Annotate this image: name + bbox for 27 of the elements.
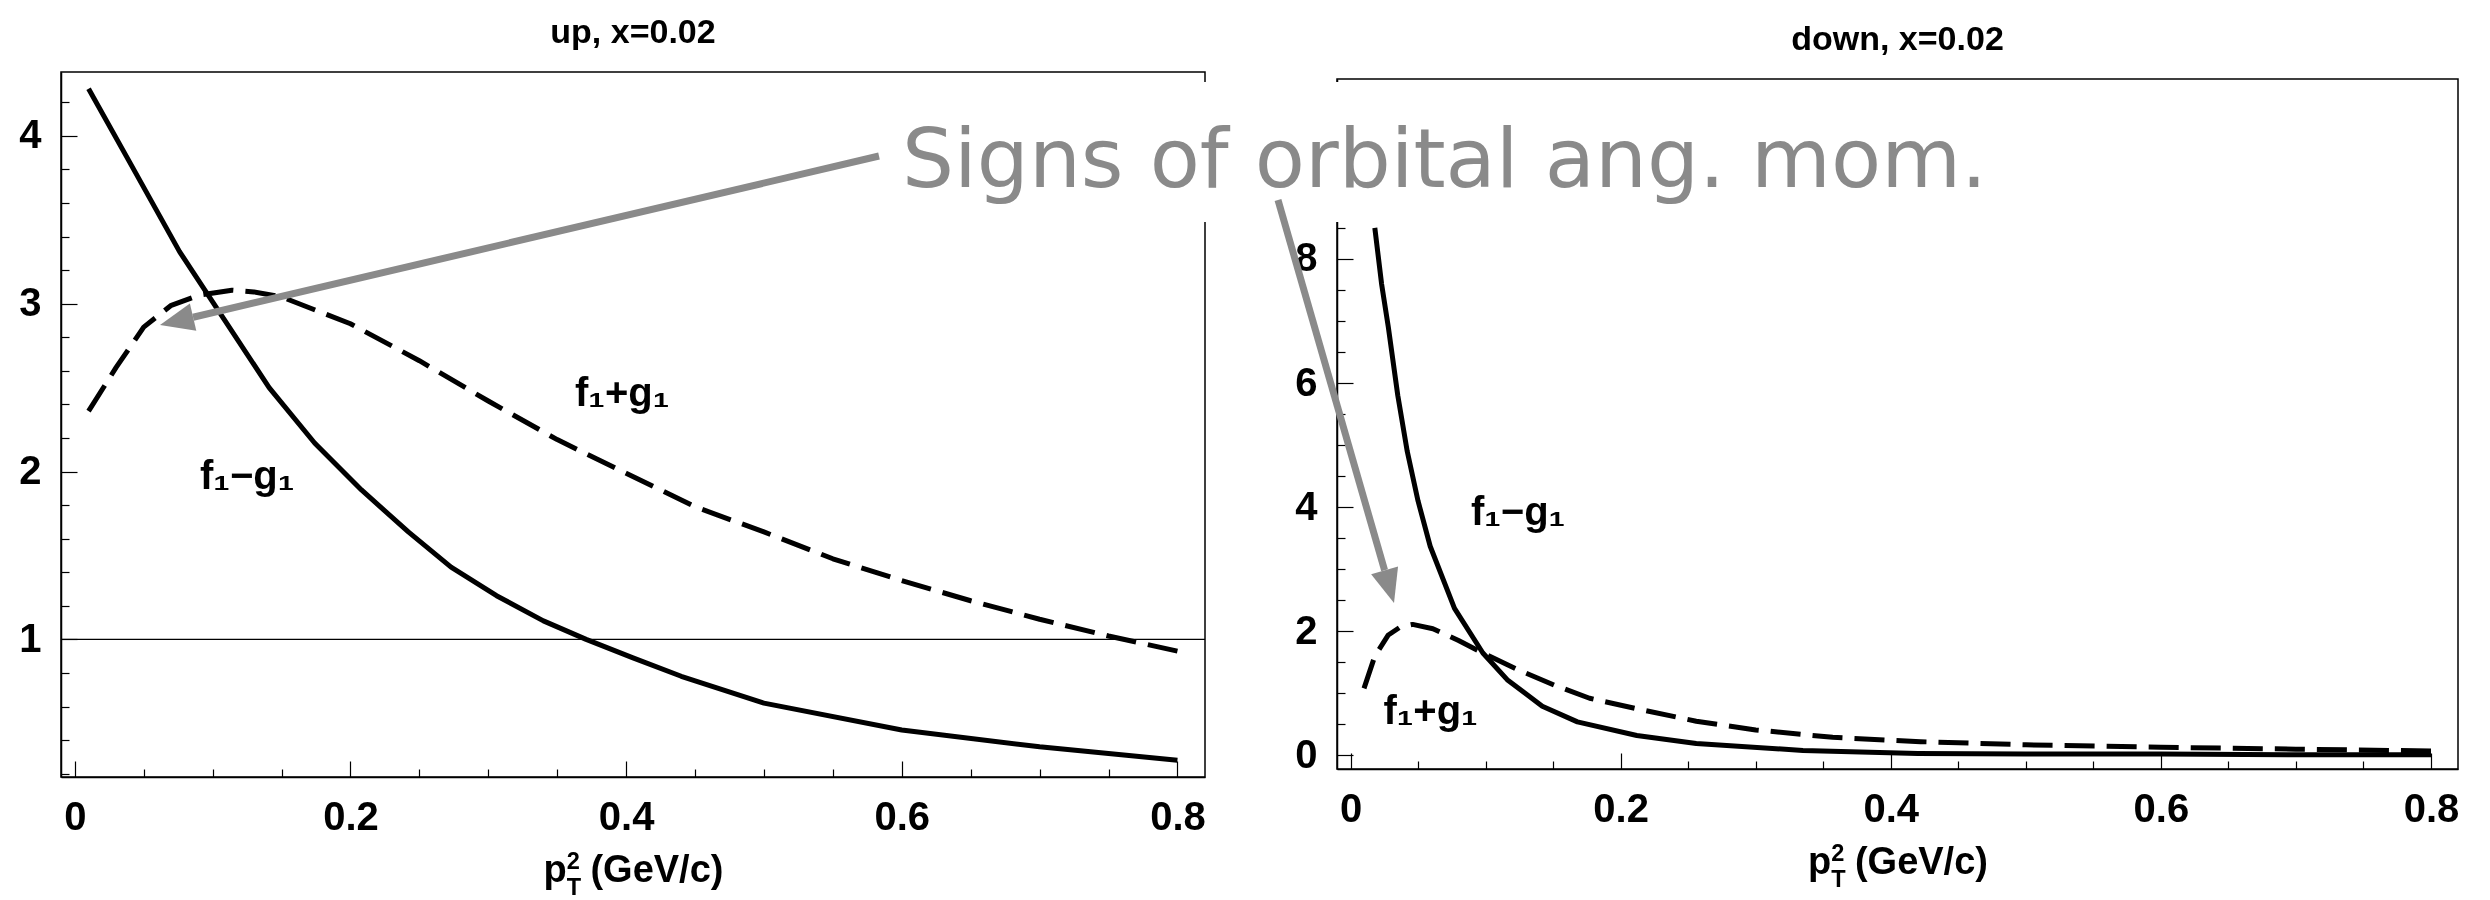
- x-tick-label: 0.2: [323, 793, 379, 838]
- x-tick-label: 0.8: [1150, 793, 1206, 838]
- y-tick-label: 2: [1295, 607, 1318, 652]
- chart-title: up, x=0.02: [550, 12, 716, 50]
- x-axis-title: p$_{T}$$^{2}$ (GeV/c): [543, 847, 724, 900]
- x-tick-label: 0.2: [1593, 785, 1649, 830]
- chart-title: down, x=0.02: [1791, 19, 2004, 57]
- series-label: f₁+g₁: [1383, 687, 1478, 732]
- x-tick-label: 0.6: [874, 793, 931, 838]
- x-tick-label: 0.6: [2133, 785, 2190, 830]
- y-tick-label: 2: [19, 448, 42, 492]
- annotation: Signs of orbital ang. mom.: [902, 111, 1988, 206]
- y-tick-label: 1: [19, 615, 42, 660]
- series-label: f₁−g₁: [200, 452, 295, 497]
- x-tick-label: 0.8: [2403, 785, 2460, 830]
- y-tick-label: 0: [1295, 731, 1318, 776]
- x-axis-title: p$_{T}$$^{2}$ (GeV/c): [1808, 839, 1988, 892]
- y-tick-label: 4: [19, 112, 43, 157]
- y-tick-label: 3: [19, 280, 42, 325]
- x-tick-label: 0: [64, 793, 87, 838]
- x-tick-label: 0.4: [598, 793, 656, 838]
- x-tick-label: 0: [1339, 785, 1363, 830]
- series-label: f₁+g₁: [575, 370, 670, 415]
- y-tick-label: 6: [1295, 359, 1318, 404]
- y-tick-label: 4: [1295, 483, 1319, 528]
- series-label: f₁−g₁: [1470, 488, 1566, 533]
- x-tick-label: 0.4: [1863, 785, 1920, 830]
